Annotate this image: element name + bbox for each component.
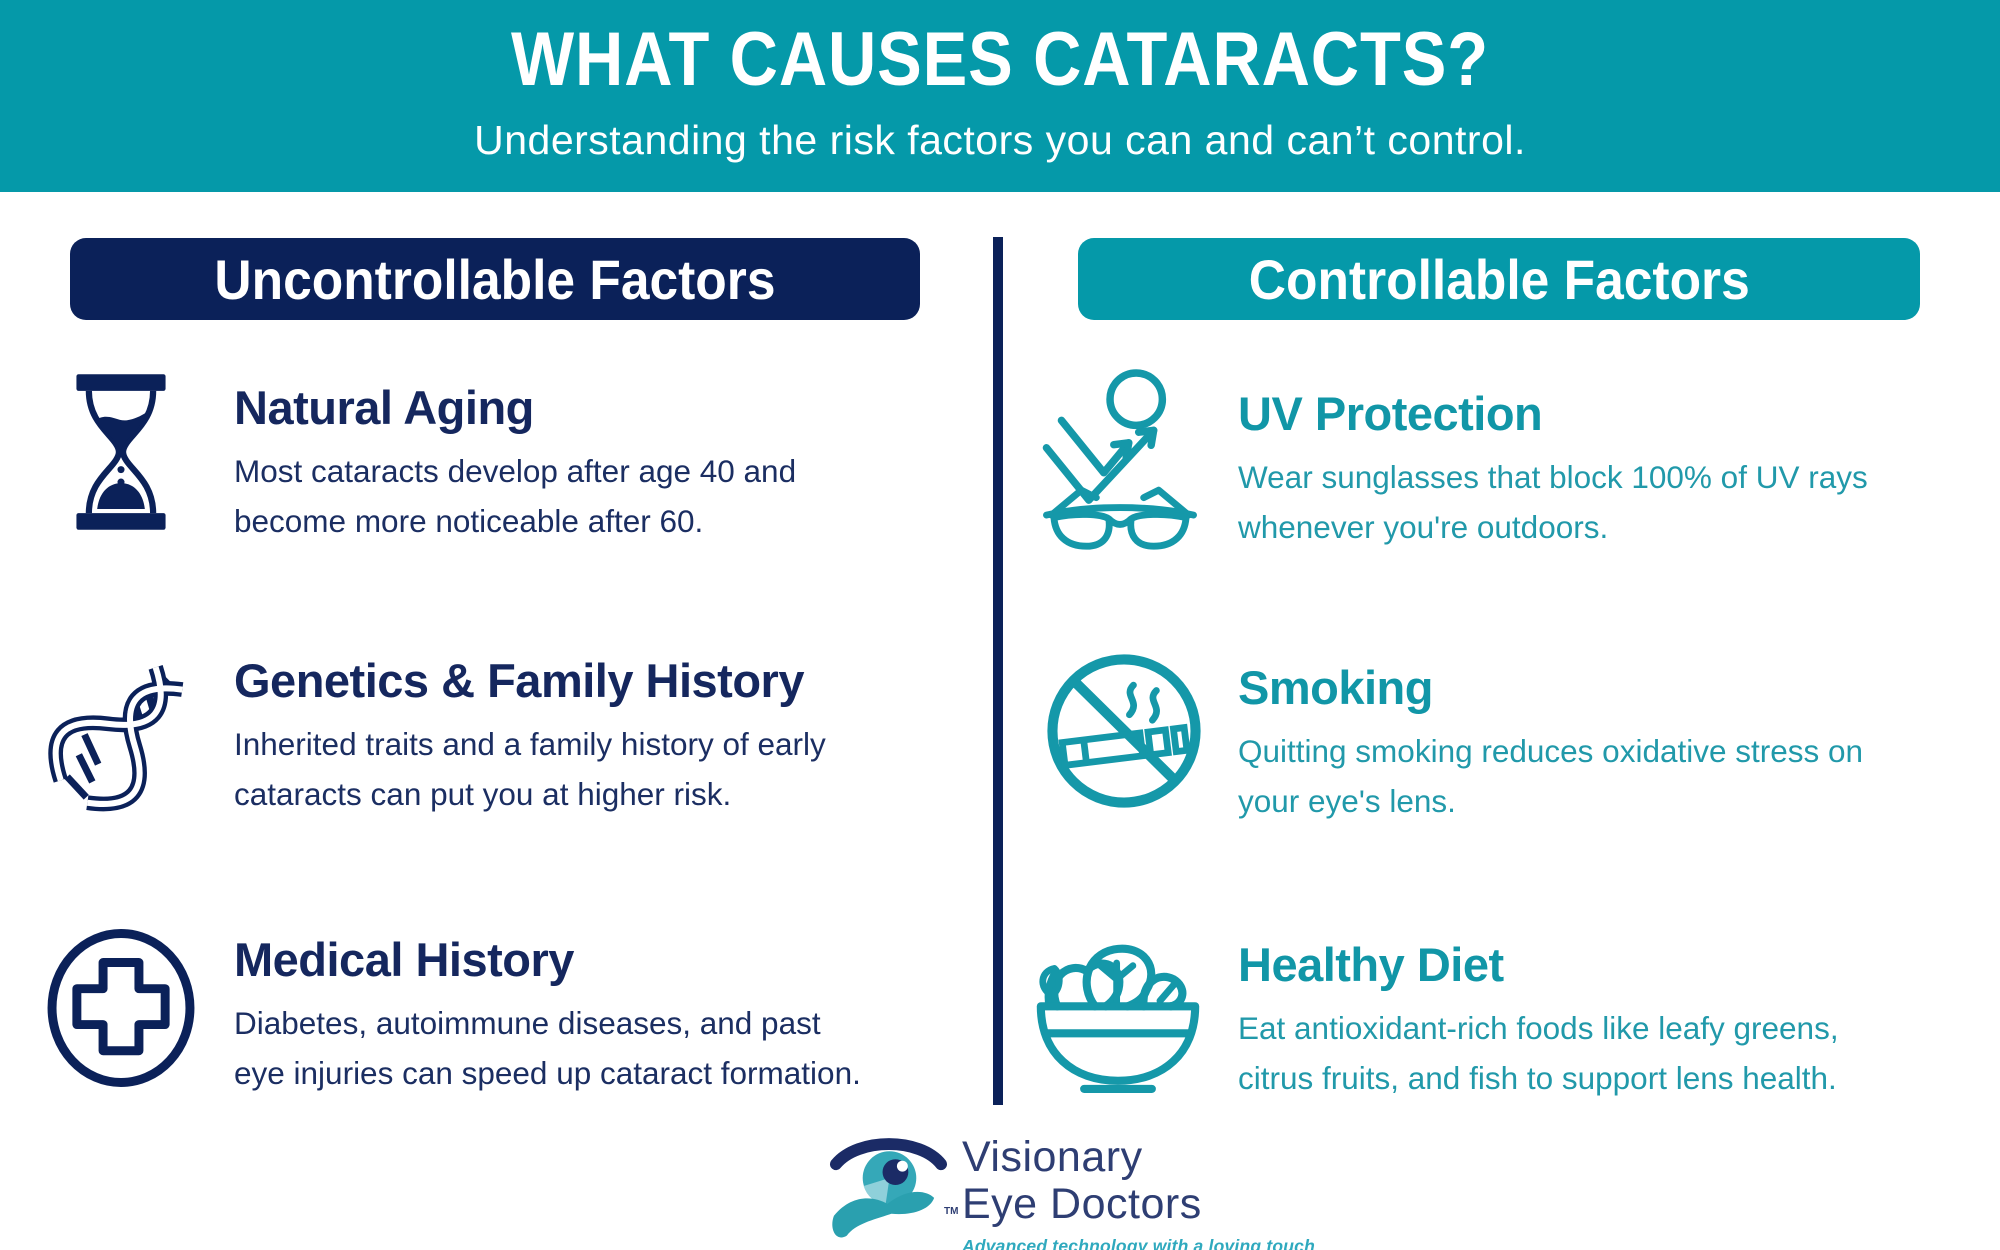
uv-protection-title: UV Protection bbox=[1238, 387, 1543, 440]
medical-history-title: Medical History bbox=[234, 933, 574, 986]
smoking-item: Smoking Quitting smoking reduces oxidati… bbox=[1038, 650, 1863, 827]
trademark-symbol: TM bbox=[944, 1206, 959, 1217]
natural-aging-description: Most cataracts develop after age 40 and … bbox=[234, 453, 797, 539]
uncontrollable-factors-label: Uncontrollable Factors bbox=[214, 247, 776, 311]
healthy-diet-title: Healthy Diet bbox=[1238, 938, 1504, 991]
controllable-factors-label: Controllable Factors bbox=[1248, 247, 1750, 311]
visionary-eye-doctors-wordmark: Visionary Eye Doctors Advanced technolog… bbox=[962, 1134, 1315, 1250]
smoking-description: Quitting smoking reduces oxidative stres… bbox=[1238, 733, 1864, 819]
uv-protection-item: UV Protection Wear sunglasses that block… bbox=[1030, 368, 1868, 555]
healthy-diet-item: Healthy Diet Eat antioxidant-rich foods … bbox=[1026, 925, 1839, 1104]
no-smoking-icon bbox=[1038, 650, 1210, 827]
medical-history-description: Diabetes, autoimmune diseases, and past … bbox=[234, 1005, 861, 1091]
medical-cross-icon bbox=[36, 928, 206, 1099]
healthy-diet-description: Eat antioxidant-rich foods like leafy gr… bbox=[1238, 1010, 1839, 1096]
medical-history-item: Medical History Diabetes, autoimmune dis… bbox=[36, 928, 861, 1099]
natural-aging-title: Natural Aging bbox=[234, 381, 534, 434]
visionary-eye-doctors-logo-icon bbox=[826, 1124, 950, 1246]
uv-protection-description: Wear sunglasses that block 100% of UV ra… bbox=[1238, 459, 1868, 545]
smoking-title: Smoking bbox=[1238, 661, 1433, 714]
controllable-factors-header: Controllable Factors bbox=[1078, 238, 1920, 320]
genetics-item: Genetics & Family History Inherited trai… bbox=[36, 645, 826, 825]
column-divider bbox=[993, 237, 1003, 1105]
dna-icon bbox=[36, 645, 206, 825]
uncontrollable-factors-header: Uncontrollable Factors bbox=[70, 238, 920, 320]
header-band: WHAT CAUSES CATARACTS? Understanding the… bbox=[0, 0, 2000, 192]
brand-line2: Eye Doctors bbox=[962, 1180, 1202, 1228]
page-title: WHAT CAUSES CATARACTS? bbox=[511, 17, 1489, 102]
genetics-title: Genetics & Family History bbox=[234, 654, 804, 707]
brand-line1: Visionary bbox=[962, 1133, 1143, 1181]
brand-tagline: Advanced technology with a loving touch bbox=[962, 1236, 1315, 1250]
salad-bowl-icon bbox=[1026, 925, 1210, 1104]
natural-aging-item: Natural Aging Most cataracts develop aft… bbox=[36, 374, 796, 547]
hourglass-icon bbox=[36, 374, 206, 547]
page-subtitle: Understanding the risk factors you can a… bbox=[474, 117, 1526, 163]
genetics-description: Inherited traits and a family history of… bbox=[234, 726, 826, 812]
uv-sunglasses-icon bbox=[1030, 368, 1210, 555]
